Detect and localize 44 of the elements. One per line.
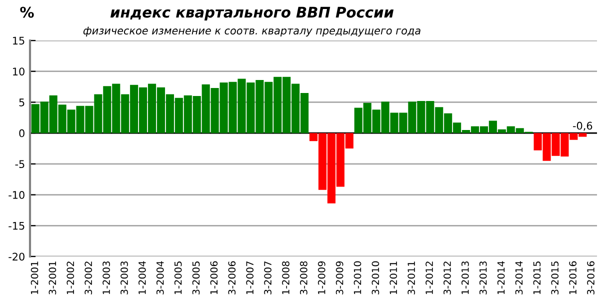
x-tick-label: 1-2008	[282, 261, 290, 294]
x-tick-label: 3-2008	[300, 261, 308, 294]
chart-subtitle: физическое изменение к соотв. кварталу предыдущего года	[83, 26, 420, 37]
y-tick-label: -10	[8, 191, 24, 199]
y-tick-label: 0	[19, 129, 24, 138]
y-tick-label: 5	[19, 98, 24, 106]
x-tick-label: 3-2003	[120, 261, 128, 294]
x-tick-label: 1-2001	[30, 262, 38, 294]
chart-title: индекс квартального ВВП России	[110, 6, 394, 21]
x-tick-label: 3-2004	[156, 261, 164, 294]
x-tick-label: 3-2005	[192, 262, 200, 294]
x-tick-label: 1-2012	[426, 262, 433, 294]
x-tick-label: 1-2014	[497, 261, 505, 294]
x-tick-label: 3-2006	[228, 261, 236, 294]
y-tick-label: 15	[13, 36, 24, 45]
y-axis-title: %	[20, 6, 34, 18]
x-tick-label: 1-2010	[354, 261, 362, 294]
x-tick-label: 3-2007	[264, 262, 272, 294]
x-tick-label: 1-2004	[138, 261, 146, 294]
data-label: -0,6	[572, 122, 592, 131]
x-tick-label: 1-2011	[390, 262, 398, 294]
x-tick-label: 3-2012	[444, 262, 451, 294]
x-tick-label: 1-2005	[174, 262, 182, 294]
x-tick-label: 1-2013	[461, 261, 469, 294]
y-tick-label: -15	[8, 222, 24, 230]
x-tick-label: 3-2014	[515, 261, 523, 294]
y-tick-label: 10	[13, 68, 24, 76]
x-tick-label: 3-2015	[551, 262, 559, 294]
y-tick-label: -5	[15, 160, 24, 168]
y-tick-label: -20	[8, 252, 24, 261]
x-tick-label: 3-2011	[408, 262, 416, 294]
x-tick-label: 1-2015	[533, 262, 541, 294]
x-tick-label: 1-2006	[210, 261, 218, 294]
x-tick-label: 3-2016	[587, 261, 594, 294]
x-tick-label: 1-2007	[246, 262, 254, 294]
x-tick-label: 1-2003	[102, 261, 110, 294]
x-tick-label: 1-2016	[569, 261, 576, 294]
x-tick-label: 1-2009	[318, 261, 326, 294]
x-tick-label: 3-2002	[84, 262, 92, 294]
x-tick-label: 1-2002	[66, 262, 74, 294]
x-tick-label: 3-2013	[479, 261, 487, 294]
x-tick-label: 3-2009	[336, 261, 344, 294]
x-tick-label: 3-2010	[372, 261, 380, 294]
x-tick-label: 3-2001	[48, 262, 56, 294]
